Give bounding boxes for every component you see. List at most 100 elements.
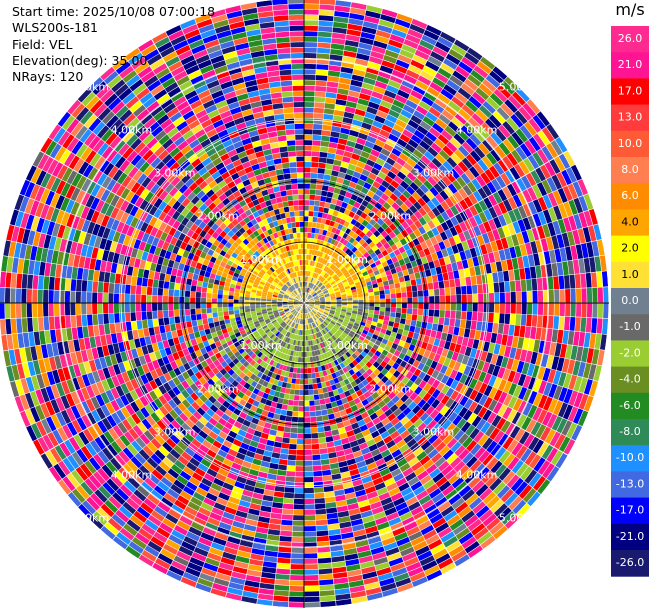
gate-cell [572,181,583,198]
gate-cell [353,322,360,328]
gate-cell [591,240,600,257]
gate-cell [485,352,493,364]
gate-cell [473,403,483,416]
gate-cell [507,370,516,383]
gate-cell [558,203,568,219]
gate-cell [318,573,333,580]
gate-cell [352,264,359,271]
gate-cell [353,114,365,122]
gate-cell [410,59,425,70]
gate-cell [591,318,598,334]
gate-cell [449,168,460,180]
gate-cell [190,308,196,315]
gate-cell [351,289,357,293]
gate-cell [437,36,453,48]
gate-cell [425,60,440,72]
gate-cell [493,162,505,176]
gate-cell [323,310,329,314]
gate-cell [456,176,467,188]
gate-cell [373,314,379,319]
gate-cell [348,281,355,286]
gate-cell [369,379,377,388]
gate-cell [405,319,412,326]
gate-cell [516,291,522,303]
gate-cell [330,175,338,182]
gate-cell [458,327,465,337]
gate-cell [524,451,537,466]
gate-cell [504,313,511,325]
gate-cell [442,485,455,497]
gate-cell [347,305,353,308]
gate-cell [371,266,379,272]
gate-cell [416,173,427,184]
gate-cell [401,212,410,221]
gate-cell [399,180,410,190]
gate-cell [304,373,308,379]
gate-cell [368,357,376,365]
gate-cell [350,176,359,184]
gate-cell [520,314,527,326]
gate-cell [320,459,330,465]
gate-cell [330,308,336,312]
gate-cell [320,316,325,321]
gate-cell [356,137,366,146]
gate-cell [375,326,382,332]
gate-cell [326,268,332,274]
gate-cell [285,416,293,422]
gate-cell [398,258,406,266]
gate-cell [520,279,527,292]
gate-cell [326,285,332,290]
gate-cell [467,74,482,87]
gate-cell [375,210,384,218]
gate-cell [379,129,390,138]
gate-cell [422,213,432,223]
gate-cell [567,183,578,199]
gate-cell [439,288,445,296]
gate-cell [376,263,384,270]
gate-cell [164,324,171,333]
gate-cell [329,220,335,227]
gate-cell [507,135,520,149]
gate-cell [269,462,279,470]
gate-cell [368,241,376,249]
gate-cell [352,325,359,330]
gate-cell [397,328,404,335]
gate-cell [267,434,276,441]
gate-cell [345,358,352,365]
gate-cell [366,106,378,115]
gate-cell [314,102,325,108]
gate-cell [314,287,319,292]
gate-cell [322,279,327,284]
gate-cell [396,207,405,216]
gate-cell [502,368,511,381]
gate-cell [365,237,373,245]
gate-cell [347,307,353,311]
gate-cell [304,460,313,466]
gate-cell [312,454,321,461]
gate-cell [351,74,365,82]
gate-cell [473,65,489,79]
gate-cell [325,196,332,203]
gate-cell [406,172,417,182]
gate-cell [389,316,395,322]
gate-cell [518,484,533,499]
gate-cell [391,28,407,39]
gate-cell [360,87,373,96]
gate-cell [524,267,531,280]
gate-cell [583,257,591,273]
gate-cell [319,223,325,230]
gate-cell [314,200,320,207]
gate-cell [314,279,319,285]
gate-cell [580,317,587,332]
gate-cell [546,413,558,429]
gate-cell [476,61,492,75]
gate-cell [337,138,348,146]
gate-cell [454,403,464,415]
gate-cell [304,395,310,401]
gate-cell [572,259,580,274]
gate-cell [540,353,549,368]
gate-cell [368,154,378,163]
gate-cell [346,325,353,330]
gate-cell [312,308,318,313]
gate-cell [281,404,288,411]
